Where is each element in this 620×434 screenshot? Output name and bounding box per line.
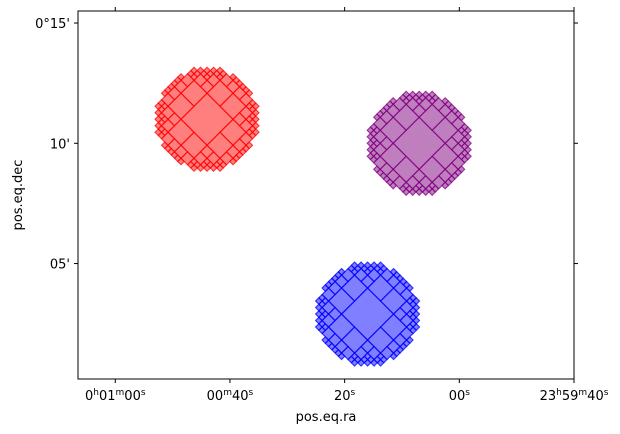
x-tick-label: 00s: [449, 388, 471, 404]
x-tick-label-part: 0: [85, 389, 93, 404]
coverage-region: [155, 67, 259, 171]
x-tick-label-part: m: [116, 388, 125, 398]
x-tick-label-part: 20: [334, 389, 351, 404]
x-tick-label-part: 40: [232, 389, 249, 404]
x-tick-label-part: s: [465, 388, 470, 398]
coverage-regions: [155, 67, 471, 366]
y-tick-label: 05': [50, 258, 70, 273]
y-tick-label: 0°15': [35, 17, 70, 32]
x-tick-label-part: 40: [587, 389, 604, 404]
x-tick-label-part: s: [351, 388, 356, 398]
x-tick-label-part: m: [223, 388, 232, 398]
y-axis-ticks: 0°15' 10' 05': [35, 17, 578, 273]
x-tick-label-part: 00: [124, 389, 141, 404]
x-tick-label-part: 00: [449, 389, 466, 404]
x-tick-label-part: 00: [207, 389, 224, 404]
coverage-region: [316, 262, 420, 366]
x-tick-label-part: s: [604, 388, 609, 398]
y-tick-label: 10': [50, 137, 70, 152]
x-tick-label: 23h59m40s: [540, 388, 609, 404]
x-tick-label: 20s: [334, 388, 356, 404]
x-tick-label-part: s: [141, 388, 146, 398]
x-tick-label-part: m: [578, 388, 587, 398]
x-axis-label: pos.eq.ra: [296, 410, 357, 425]
coverage-region: [367, 91, 471, 195]
x-tick-label-part: 01: [99, 389, 116, 404]
x-tick-label-part: s: [249, 388, 254, 398]
y-axis-label: pos.eq.dec: [11, 160, 26, 231]
x-tick-label: 0h01m00s: [85, 388, 146, 404]
x-tick-label-part: 59: [562, 389, 579, 404]
x-tick-label: 00m40s: [207, 388, 254, 404]
x-tick-label-part: 23: [540, 389, 557, 404]
